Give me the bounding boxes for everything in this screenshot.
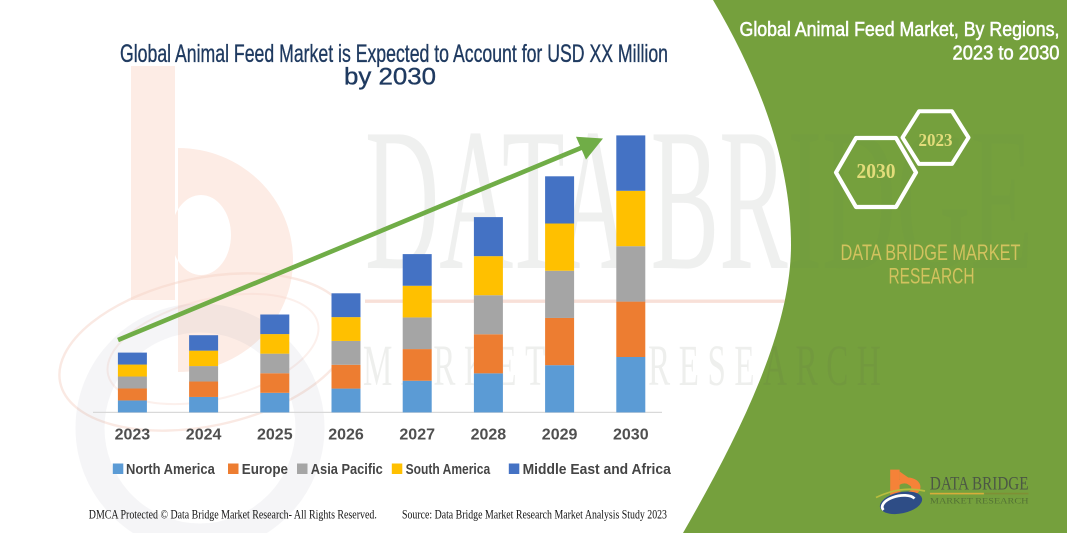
- svg-text:DATA BRIDGE: DATA BRIDGE: [365, 87, 1033, 313]
- svg-text:2023: 2023: [115, 427, 151, 444]
- svg-text:2029: 2029: [542, 427, 578, 444]
- svg-text:2024: 2024: [186, 427, 222, 444]
- svg-text:2030: 2030: [857, 159, 896, 183]
- svg-text:DATA BRIDGE: DATA BRIDGE: [930, 475, 1029, 495]
- svg-text:Global Animal Feed Market, By: Global Animal Feed Market, By Regions,: [740, 19, 1060, 41]
- svg-text:North America: North America: [126, 461, 215, 478]
- svg-text:Europe: Europe: [242, 461, 288, 478]
- svg-text:by 2030: by 2030: [344, 64, 436, 91]
- svg-text:2023 to 2030: 2023 to 2030: [953, 43, 1060, 65]
- svg-text:RESEARCH: RESEARCH: [889, 264, 975, 289]
- svg-text:Source: Data Bridge Market Res: Source: Data Bridge Market Research Mark…: [402, 508, 667, 522]
- svg-text:2023: 2023: [919, 130, 953, 150]
- svg-text:2027: 2027: [399, 427, 435, 444]
- svg-text:Asia Pacific: Asia Pacific: [311, 461, 383, 478]
- svg-text:DATA BRIDGE MARKET: DATA BRIDGE MARKET: [841, 240, 1021, 265]
- svg-text:2030: 2030: [613, 427, 649, 444]
- svg-text:2025: 2025: [257, 427, 293, 444]
- svg-text:South America: South America: [406, 461, 491, 478]
- svg-text:DMCA Protected © Data Bridge M: DMCA Protected © Data Bridge Market Rese…: [89, 508, 377, 522]
- svg-text:Global Animal Feed Market is E: Global Animal Feed Market is Expected to…: [120, 40, 668, 68]
- svg-text:2026: 2026: [328, 427, 364, 444]
- svg-text:MARKET RESEARCH: MARKET RESEARCH: [930, 496, 1029, 506]
- svg-text:2028: 2028: [471, 427, 507, 444]
- svg-text:Middle East and Africa: Middle East and Africa: [523, 461, 672, 478]
